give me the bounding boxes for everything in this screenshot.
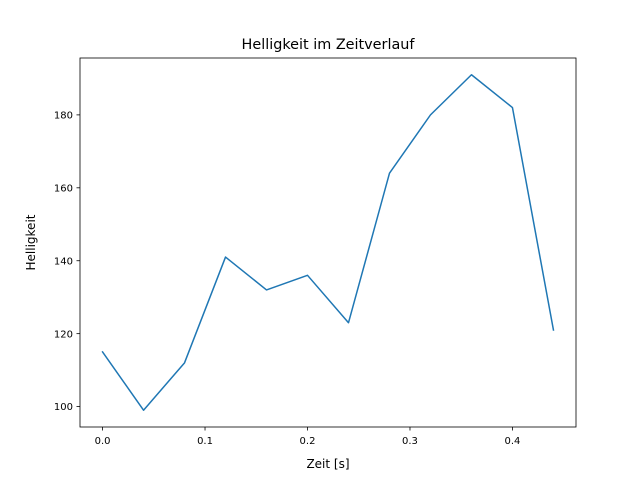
x-axis-label: Zeit [s] [306,457,349,471]
x-tick-label: 0.0 [95,436,111,447]
x-tick-label: 0.2 [300,436,316,447]
chart-title: Helligkeit im Zeitverlauf [242,37,416,53]
y-tick-label: 120 [54,329,73,340]
y-tick-label: 140 [54,256,73,267]
x-tick-label: 0.4 [505,436,521,447]
y-axis-label: Helligkeit [24,214,38,270]
x-tick-label: 0.1 [197,436,213,447]
y-tick-label: 160 [54,183,73,194]
x-tick-label: 0.3 [402,436,418,447]
y-tick-label: 100 [54,402,73,413]
y-tick-label: 180 [54,110,73,121]
